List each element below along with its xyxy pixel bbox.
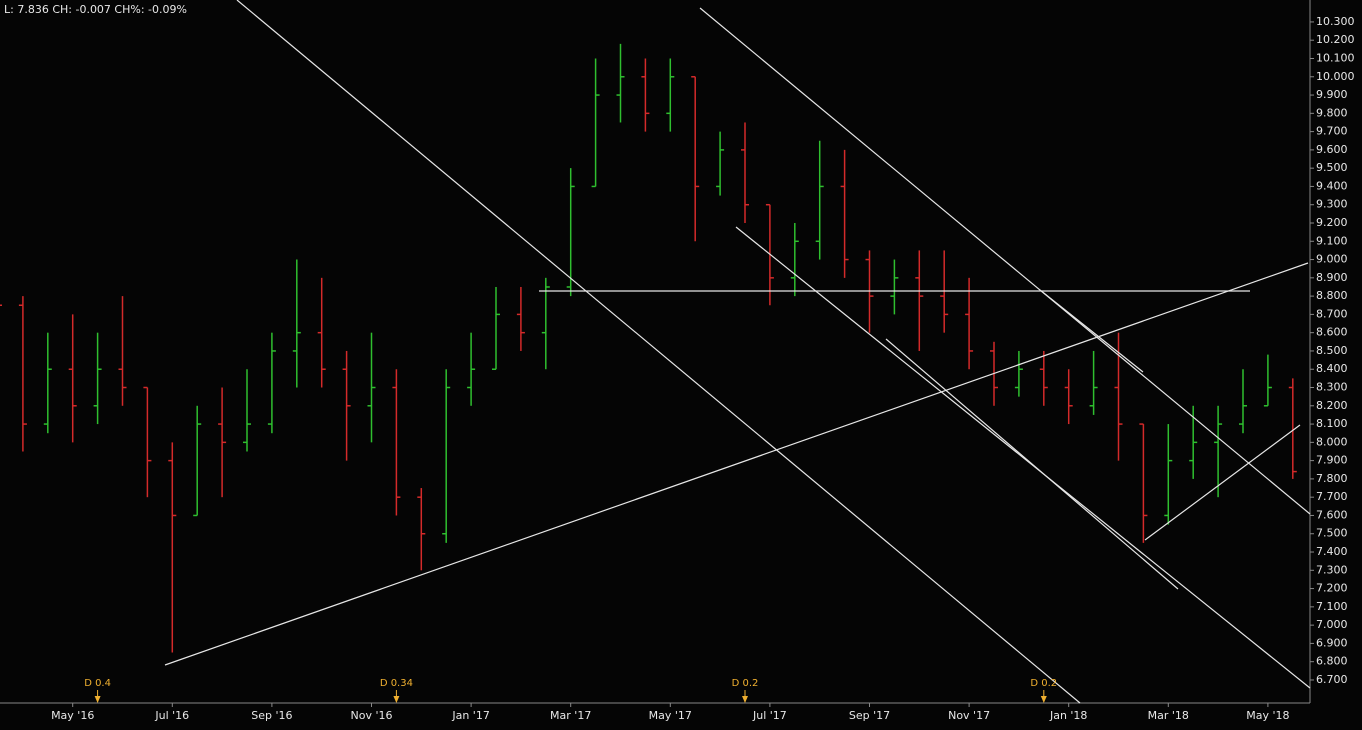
y-tick-label: 7.100 bbox=[1316, 600, 1348, 613]
x-tick-label: Jul '17 bbox=[752, 709, 787, 722]
x-tick-label: Nov '17 bbox=[948, 709, 990, 722]
y-tick-label: 9.000 bbox=[1316, 253, 1348, 266]
y-tick-label: 7.600 bbox=[1316, 508, 1348, 521]
event-label: D 0.2 bbox=[1030, 678, 1057, 689]
event-marker bbox=[393, 696, 400, 703]
y-tick-label: 6.800 bbox=[1316, 655, 1348, 668]
y-tick-label: 7.200 bbox=[1316, 582, 1348, 595]
y-tick-label: 8.400 bbox=[1316, 362, 1348, 375]
x-tick-label: Jul '16 bbox=[154, 709, 189, 722]
y-tick-label: 9.900 bbox=[1316, 88, 1348, 101]
y-tick-label: 7.900 bbox=[1316, 454, 1348, 467]
trendline bbox=[885, 338, 1179, 590]
trendline bbox=[1144, 424, 1301, 541]
y-tick-label: 7.000 bbox=[1316, 618, 1348, 631]
event-label: D 0.4 bbox=[84, 678, 111, 689]
y-tick-label: 8.500 bbox=[1316, 344, 1348, 357]
y-tick-label: 9.700 bbox=[1316, 125, 1348, 138]
x-tick-label: Jan '18 bbox=[1049, 709, 1087, 722]
y-tick-label: 9.400 bbox=[1316, 179, 1348, 192]
trendline bbox=[236, 0, 1081, 704]
y-tick-label: 10.300 bbox=[1316, 15, 1355, 28]
x-tick-label: May '17 bbox=[649, 709, 692, 722]
y-tick-label: 6.900 bbox=[1316, 636, 1348, 649]
y-tick-label: 7.800 bbox=[1316, 472, 1348, 485]
x-tick-label: Sep '16 bbox=[251, 709, 292, 722]
y-tick-label: 9.600 bbox=[1316, 143, 1348, 156]
x-tick-label: May '18 bbox=[1246, 709, 1289, 722]
marks bbox=[0, 43, 1297, 653]
trendline bbox=[735, 226, 1311, 689]
header-readout: L: 7.836 CH: -0.007 CH%: -0.09% bbox=[4, 3, 187, 16]
event-marker bbox=[742, 696, 748, 703]
trendline bbox=[1039, 289, 1144, 373]
y-tick-label: 9.200 bbox=[1316, 216, 1348, 229]
x-tick-label: Mar '17 bbox=[550, 709, 591, 722]
y-tick-label: 9.500 bbox=[1316, 161, 1348, 174]
y-tick-label: 8.000 bbox=[1316, 435, 1348, 448]
y-tick-label: 10.000 bbox=[1316, 70, 1355, 83]
y-tick-label: 8.100 bbox=[1316, 417, 1348, 430]
y-tick-label: 8.200 bbox=[1316, 399, 1348, 412]
y-tick-label: 9.800 bbox=[1316, 106, 1348, 119]
y-tick-label: 9.300 bbox=[1316, 198, 1348, 211]
x-tick-label: Mar '18 bbox=[1148, 709, 1189, 722]
y-tick-label: 8.700 bbox=[1316, 307, 1348, 320]
y-tick-label: 8.300 bbox=[1316, 381, 1348, 394]
x-tick-label: Jan '17 bbox=[451, 709, 489, 722]
y-tick-label: 8.600 bbox=[1316, 326, 1348, 339]
event-marker bbox=[94, 696, 101, 703]
trendline bbox=[699, 7, 1311, 515]
y-tick-label: 7.400 bbox=[1316, 545, 1348, 558]
y-tick-label: 6.700 bbox=[1316, 673, 1348, 686]
y-tick-label: 9.100 bbox=[1316, 234, 1348, 247]
event-label: D 0.2 bbox=[732, 678, 759, 689]
y-tick-label: 7.300 bbox=[1316, 563, 1348, 576]
event-marker bbox=[1040, 696, 1047, 703]
x-tick-label: Nov '16 bbox=[351, 709, 393, 722]
trendlines bbox=[164, 0, 1311, 704]
y-tick-label: 7.500 bbox=[1316, 527, 1348, 540]
y-tick-label: 10.200 bbox=[1316, 33, 1355, 46]
y-tick-label: 7.700 bbox=[1316, 490, 1348, 503]
trendline bbox=[164, 262, 1309, 666]
y-tick-label: 8.800 bbox=[1316, 289, 1348, 302]
x-tick-label: May '16 bbox=[51, 709, 94, 722]
event-label: D 0.34 bbox=[380, 678, 413, 689]
x-tick-label: Sep '17 bbox=[849, 709, 890, 722]
y-tick-label: 10.100 bbox=[1316, 51, 1355, 64]
y-tick-label: 8.900 bbox=[1316, 271, 1348, 284]
